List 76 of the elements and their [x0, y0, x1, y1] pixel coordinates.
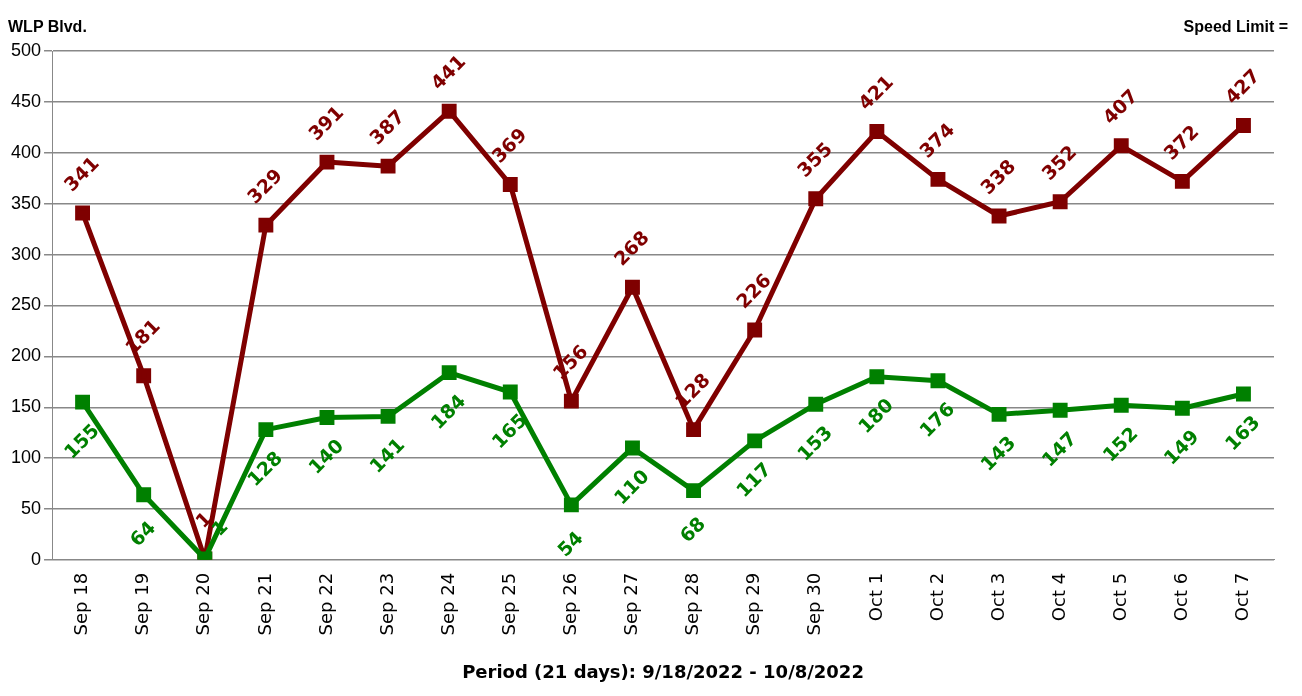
x-tick-label: Sep 26: [559, 572, 581, 636]
point: [441, 103, 457, 119]
point: [75, 394, 91, 410]
point: [808, 191, 824, 207]
x-tick-label: Oct 4: [1047, 572, 1069, 622]
y-tick-label: 150: [10, 396, 42, 417]
x-tick-label: Sep 28: [681, 572, 703, 636]
point: [1052, 194, 1068, 210]
x-tick-label: Oct 3: [986, 572, 1008, 622]
point: [686, 483, 702, 499]
point: [258, 217, 274, 233]
point: [1113, 138, 1129, 154]
x-tick-label: Oct 5: [1108, 572, 1130, 622]
point: [930, 373, 946, 389]
x-tick-label: Sep 22: [314, 572, 336, 636]
point: [1174, 173, 1190, 189]
point: [930, 171, 946, 187]
x-tick-label: Sep 19: [131, 572, 153, 636]
data-label: 68: [674, 512, 710, 547]
x-tick-label: Sep 27: [620, 572, 642, 636]
y-tick-label: 0: [31, 548, 42, 569]
point: [747, 433, 763, 449]
y-tick-label: 250: [10, 294, 42, 315]
y-tick-label: 300: [10, 243, 42, 264]
y-tick-label: 350: [10, 192, 42, 213]
point: [869, 369, 885, 385]
x-tick-label: Sep 23: [375, 572, 397, 636]
point: [991, 208, 1007, 224]
point: [625, 440, 640, 456]
chart-title: WLP Blvd.: [8, 18, 87, 36]
point: [747, 322, 763, 338]
x-tick-label: Sep 29: [742, 572, 764, 636]
y-tick-label: 200: [10, 345, 42, 366]
data-label: 441: [425, 49, 470, 94]
point: [686, 422, 702, 438]
x-tick-label: Sep 30: [803, 572, 825, 636]
point: [1236, 386, 1251, 402]
point: [625, 279, 640, 295]
y-tick-label: 500: [10, 40, 42, 61]
x-tick-label: Oct 7: [1231, 572, 1253, 622]
point: [136, 368, 152, 384]
point: [441, 365, 457, 381]
x-tick-label: Sep 24: [436, 572, 458, 636]
y-tick-label: 400: [10, 141, 42, 162]
point: [136, 487, 152, 503]
data-label: 54: [552, 526, 588, 561]
x-tick-label: Sep 25: [497, 572, 519, 636]
x-tick-label: Oct 1: [864, 572, 886, 622]
point: [319, 154, 335, 170]
y-tick-label: 100: [10, 447, 42, 468]
point: [502, 384, 518, 400]
point: [319, 409, 335, 425]
text: Speed Limit =: [1183, 18, 1288, 36]
point: [808, 396, 824, 412]
x-tick-label: Sep 18: [70, 572, 92, 636]
x-axis-title: Period (21 days): 9/18/2022 - 10/8/2022: [462, 660, 864, 682]
y-tick-label: 50: [21, 497, 42, 518]
point: [991, 406, 1007, 422]
point: [869, 124, 885, 140]
x-tick-label: Oct 6: [1170, 572, 1192, 622]
point: [258, 422, 274, 438]
point: [380, 408, 396, 424]
point: [563, 497, 579, 513]
point: [380, 158, 396, 174]
x-tick-label: Sep 21: [253, 572, 275, 636]
x-tick-label: Oct 2: [925, 572, 947, 622]
point: [563, 393, 579, 409]
point: [1236, 118, 1251, 133]
x-tick-label: Sep 20: [192, 572, 214, 636]
point: [1174, 400, 1190, 416]
data-label: 64: [125, 516, 160, 551]
point: [75, 205, 91, 221]
point: [1052, 402, 1068, 418]
point: [1113, 397, 1129, 413]
point: [502, 177, 518, 192]
y-tick-label: 450: [10, 91, 42, 112]
